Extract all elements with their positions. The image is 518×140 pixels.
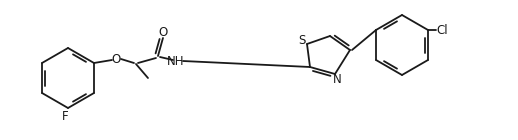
Text: O: O <box>111 52 121 66</box>
Text: N: N <box>333 73 341 86</box>
Text: O: O <box>159 25 168 38</box>
Text: Cl: Cl <box>436 24 448 37</box>
Text: S: S <box>298 33 306 46</box>
Text: F: F <box>62 109 68 122</box>
Text: NH: NH <box>167 54 185 67</box>
